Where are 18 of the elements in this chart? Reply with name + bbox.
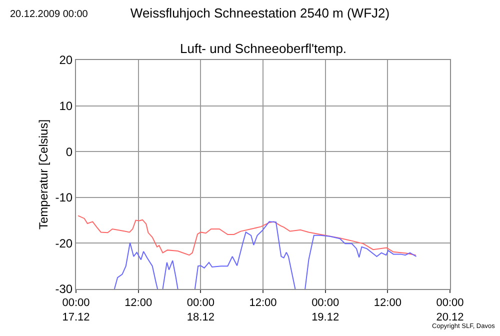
y-tick-label: 20	[59, 53, 73, 68]
x-tick-label: 00:00 20.12	[436, 297, 464, 324]
x-tick-label: 00:00 19.12	[312, 297, 340, 324]
y-axis-title: Temperatur [Celsius]	[36, 119, 51, 230]
y-tick-label: -30	[55, 282, 73, 296]
chart-title: Weissfluhjoch Schneestation 2540 m (WFJ2)	[130, 6, 390, 20]
line-series	[78, 215, 416, 256]
x-tick-label: 12:00	[249, 297, 277, 310]
y-tick-label: 0	[66, 144, 73, 159]
x-tick-label: 00:00 18.12	[186, 297, 214, 324]
y-tick-label: 10	[59, 99, 73, 113]
text: 20.12.2009 00:00	[10, 9, 88, 20]
chart-subtitle: Luft- und Schneeoberfl'temp.	[180, 41, 347, 56]
x-tick-label: 12:00	[124, 297, 152, 310]
x-tick-label: 00:00 17.12	[62, 297, 90, 324]
y-tick-label: -10	[55, 190, 73, 205]
x-tick-label: 12:00	[374, 297, 402, 310]
y-tick-label: -20	[55, 236, 73, 250]
